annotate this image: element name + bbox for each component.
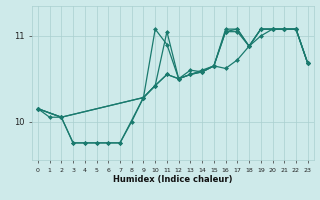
X-axis label: Humidex (Indice chaleur): Humidex (Indice chaleur) [113,175,233,184]
